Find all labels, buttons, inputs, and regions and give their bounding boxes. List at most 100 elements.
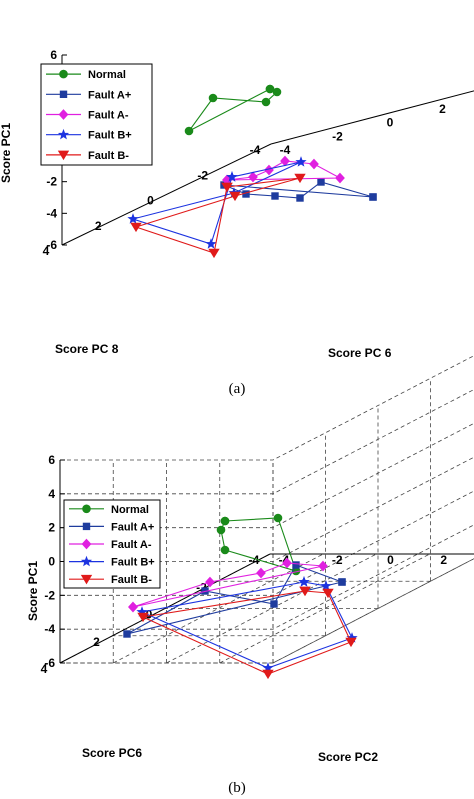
data-point <box>309 158 319 170</box>
legend-label: Normal <box>111 504 149 516</box>
data-point <box>369 193 377 201</box>
legend-label: Fault A+ <box>88 89 131 101</box>
series-line <box>140 581 353 669</box>
data-point <box>128 601 138 613</box>
grid-line <box>60 490 474 596</box>
data-point <box>137 612 149 623</box>
y-tick-label: 2 <box>440 553 447 567</box>
data-point <box>220 545 230 555</box>
z-tick-label: -4 <box>46 206 57 220</box>
z-tick-label: 6 <box>48 453 55 467</box>
series-line <box>126 564 343 635</box>
x-tick-label: 0 <box>147 194 154 208</box>
data-point <box>226 171 238 182</box>
z-tick-label: -2 <box>44 588 55 602</box>
data-point <box>292 561 300 569</box>
data-point <box>282 557 292 569</box>
data-point <box>318 560 328 572</box>
legend-marker <box>81 538 92 550</box>
y-axis-label: Score PC2 <box>318 750 378 764</box>
z-tick-label: -6 <box>44 656 55 670</box>
y-tick-label: -4 <box>280 143 291 157</box>
legend-label: Fault B- <box>88 150 129 162</box>
legend-label: Fault A- <box>88 110 129 122</box>
grid-line <box>60 355 474 461</box>
z-tick-label: 2 <box>48 521 55 535</box>
series-line <box>131 161 302 245</box>
data-point <box>335 172 345 184</box>
z-axis-label: Score PC1 <box>26 561 40 621</box>
legend-label: Fault B+ <box>88 130 132 142</box>
legend-label: Fault A- <box>111 539 152 551</box>
data-point <box>205 238 217 249</box>
legend-marker <box>58 109 69 120</box>
x-tick-label: -4 <box>250 143 261 157</box>
legend-marker <box>82 522 91 531</box>
grid-line <box>60 389 474 495</box>
legend-marker <box>80 555 93 567</box>
data-point <box>317 178 325 186</box>
legend-marker <box>82 504 91 514</box>
data-point <box>345 637 357 648</box>
legend-label: Fault B- <box>111 574 152 586</box>
legend-label: Fault B+ <box>111 557 155 569</box>
data-point <box>294 173 306 184</box>
data-point <box>229 191 241 202</box>
x-axis <box>59 553 271 664</box>
x-axis <box>61 143 272 246</box>
data-point <box>320 580 332 591</box>
data-point <box>322 588 334 599</box>
data-point <box>216 525 226 535</box>
z-tick-label: -4 <box>44 622 55 636</box>
x-tick-label: 0 <box>146 608 153 622</box>
z-tick-label: -6 <box>46 238 57 252</box>
z-tick-label: 6 <box>50 48 57 62</box>
legend-marker <box>59 90 68 98</box>
data-point <box>272 87 282 97</box>
grid-line <box>113 553 324 664</box>
y-tick-label: 0 <box>387 553 394 567</box>
data-point <box>295 156 307 167</box>
series-line <box>134 177 301 254</box>
x-tick-label: -2 <box>196 580 207 594</box>
grid-line <box>272 558 474 664</box>
panel-caption: (b) <box>228 780 246 796</box>
data-point <box>205 576 215 588</box>
x-tick-label: -2 <box>197 168 208 182</box>
data-point <box>184 126 194 136</box>
data-point <box>261 97 271 107</box>
legend-label: Normal <box>88 69 126 81</box>
z-axis-label: Score PC1 <box>0 123 13 183</box>
data-point <box>271 192 279 200</box>
legend-marker <box>57 150 70 161</box>
z-tick-label: 4 <box>48 487 55 501</box>
x-axis-label: Score PC6 <box>82 746 142 760</box>
data-point <box>265 84 275 94</box>
panel-caption: (a) <box>229 381 246 397</box>
legend-marker <box>80 574 93 585</box>
legend-marker <box>59 69 68 79</box>
x-tick-label: 4 <box>43 244 50 258</box>
data-point <box>130 222 142 233</box>
x-tick-label: 2 <box>95 219 102 233</box>
data-point <box>296 194 304 202</box>
grid-line <box>166 553 377 664</box>
y-tick-label: -2 <box>332 129 343 143</box>
data-point <box>127 213 139 224</box>
y-tick-label: -2 <box>332 553 343 567</box>
y-tick-label: 0 <box>387 116 394 130</box>
data-point <box>298 576 310 587</box>
data-point <box>256 567 266 579</box>
data-point <box>248 171 258 183</box>
data-point <box>338 578 346 586</box>
grid-line <box>219 553 430 664</box>
data-point <box>270 600 278 608</box>
x-tick-label: 2 <box>93 635 100 649</box>
y-tick-label: 2 <box>439 102 446 116</box>
data-point <box>299 586 311 597</box>
data-point <box>221 182 233 193</box>
series-line <box>188 88 279 132</box>
series-line <box>141 590 352 675</box>
x-tick-label: 4 <box>41 662 48 676</box>
